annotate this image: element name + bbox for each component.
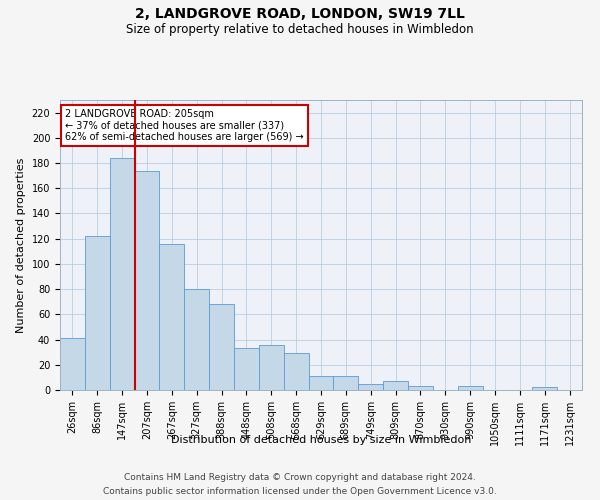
Text: Contains HM Land Registry data © Crown copyright and database right 2024.: Contains HM Land Registry data © Crown c… xyxy=(124,472,476,482)
Text: Contains public sector information licensed under the Open Government Licence v3: Contains public sector information licen… xyxy=(103,488,497,496)
Bar xyxy=(234,348,259,390)
Bar xyxy=(358,384,383,390)
Bar xyxy=(383,381,408,390)
Bar xyxy=(259,344,284,390)
Bar xyxy=(334,376,358,390)
Bar xyxy=(408,386,433,390)
Bar xyxy=(284,354,308,390)
Text: 2, LANDGROVE ROAD, LONDON, SW19 7LL: 2, LANDGROVE ROAD, LONDON, SW19 7LL xyxy=(135,8,465,22)
Y-axis label: Number of detached properties: Number of detached properties xyxy=(16,158,26,332)
Bar xyxy=(184,289,209,390)
Text: 2 LANDGROVE ROAD: 205sqm
← 37% of detached houses are smaller (337)
62% of semi-: 2 LANDGROVE ROAD: 205sqm ← 37% of detach… xyxy=(65,108,304,142)
Bar xyxy=(209,304,234,390)
Bar xyxy=(60,338,85,390)
Bar xyxy=(308,376,334,390)
Bar xyxy=(85,236,110,390)
Text: Distribution of detached houses by size in Wimbledon: Distribution of detached houses by size … xyxy=(171,435,471,445)
Bar xyxy=(160,244,184,390)
Bar xyxy=(532,388,557,390)
Bar xyxy=(458,386,482,390)
Bar xyxy=(134,170,160,390)
Bar xyxy=(110,158,134,390)
Text: Size of property relative to detached houses in Wimbledon: Size of property relative to detached ho… xyxy=(126,22,474,36)
